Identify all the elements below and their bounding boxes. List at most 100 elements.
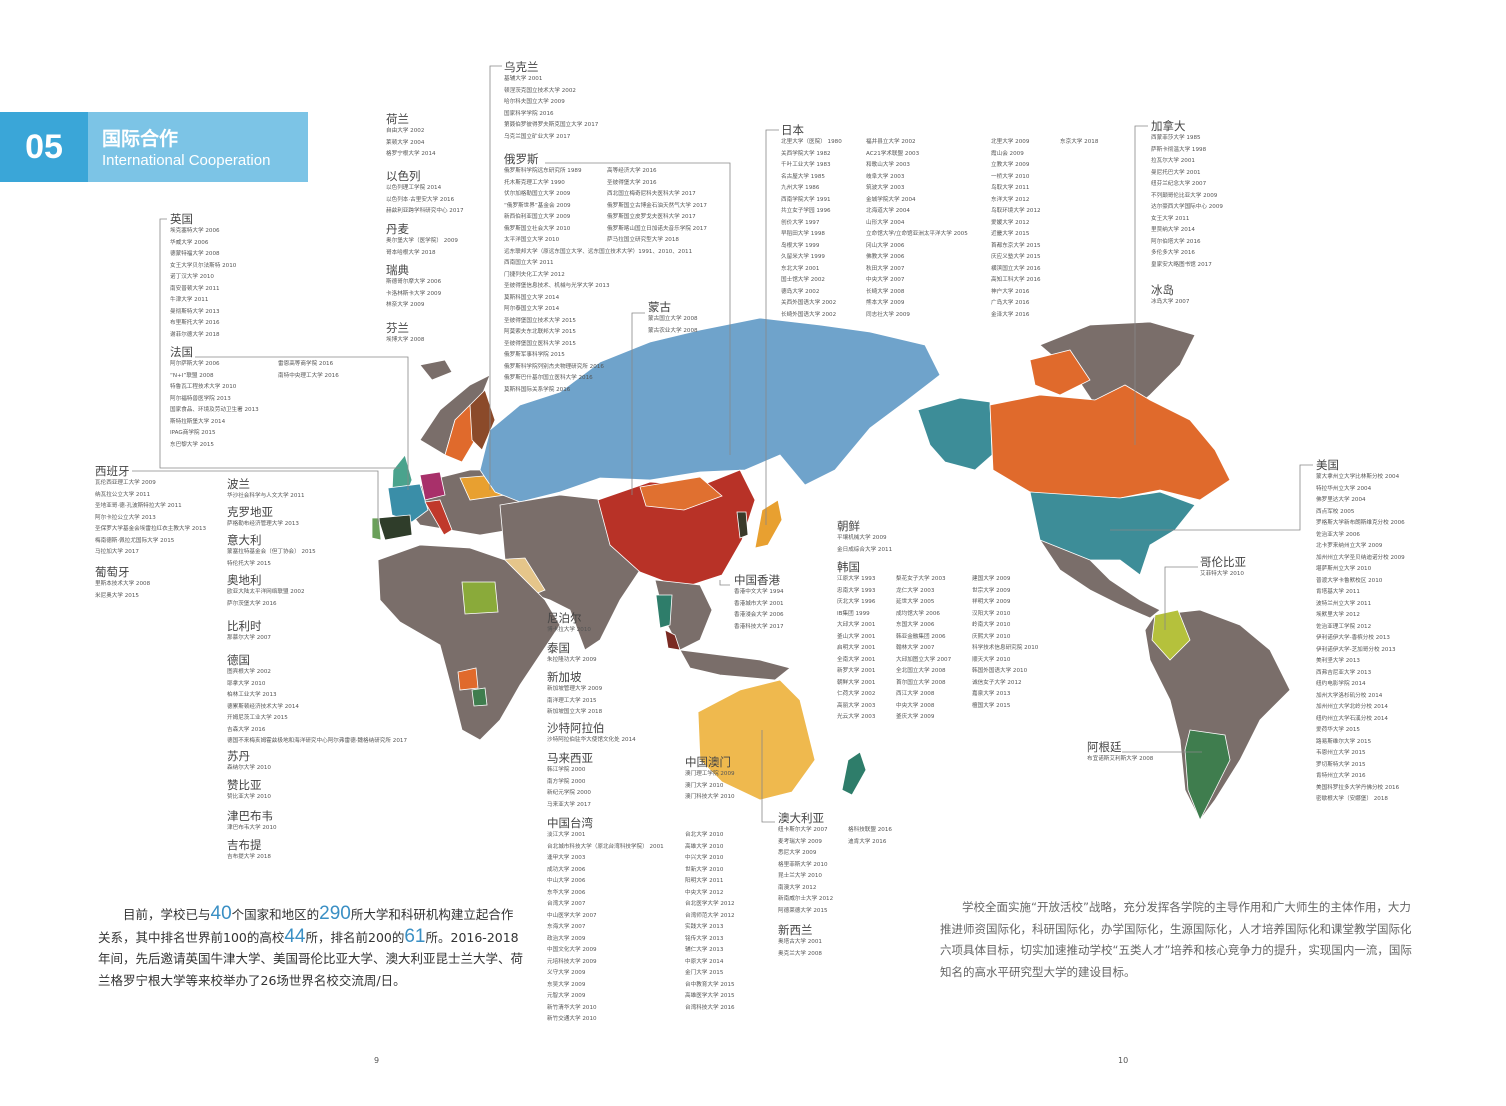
country-name: 韩国 (837, 560, 860, 574)
institution-columns: 赞比亚大学 2010 (227, 792, 271, 804)
country-35-block: 中国台湾 淡江大学 2001 台北城市科技大学（原北台湾科技学院） 2001 逢甲大学… (547, 816, 735, 1026)
institution-item: 奥塔古大学 2001 (778, 939, 822, 945)
institution-item: 香港城市大学 2001 (734, 600, 784, 607)
institution-item: 自由大学 2002 (386, 128, 425, 134)
institution-item: 光云大学 2003 (837, 714, 876, 720)
institution-column: 纽卡斯尔大学 2007 麦考瑞大学 2009 悉尼大学 2009 格里菲斯大学 201… (778, 825, 848, 917)
institution-item: 立教大学 2009 (991, 162, 1030, 168)
institution-item: 加州大学洛杉矶分校 2014 (1316, 692, 1383, 699)
institution-item: 爱媛大学 2012 (991, 219, 1030, 226)
institution-columns: 吉布提大学 2018 (227, 852, 271, 864)
institution-item: 韦恩州立大学 2015 (1316, 750, 1366, 756)
institution-item: 首尔国立大学 2008 (896, 679, 946, 686)
institution-column: 东京大学 2018 (1060, 137, 1098, 321)
institution-column: 梨花女子大学 2003 龙仁大学 2003 延世大学 2005 成均馆大学 2006 东… (896, 574, 972, 724)
institution-column: 那慕尔大学 2007 (227, 633, 271, 645)
institution-item: 一桥大学 2010 (991, 173, 1030, 180)
institution-item: 高知工科大学 2016 (991, 277, 1041, 283)
leader-line-france (195, 356, 409, 490)
country-name: 波兰 (227, 477, 250, 491)
institution-item: 纽卡斯尔大学 2007 (778, 827, 828, 833)
institution-item: 诚信女子大学 2012 (972, 679, 1022, 686)
institution-column: 埃博大学 2008 (386, 335, 424, 347)
institution-item: 俄罗斯科学院列别杰夫物理研究所 2016 (504, 363, 604, 370)
institution-item: 建国大学 2009 (972, 576, 1011, 582)
map-south-america (1144, 609, 1291, 821)
map-africa (377, 544, 561, 741)
institution-item: 翰林大学 2007 (896, 645, 935, 651)
page-number-left: 9 (374, 1056, 380, 1065)
institution-item: 西蒙菲莎大学 1985 (1151, 135, 1201, 141)
highlight-number: 44 (284, 925, 306, 947)
institution-item: 西江大学 2008 (896, 691, 935, 697)
map-thailand (655, 594, 673, 629)
section-number: 05 (0, 112, 88, 182)
country-name: 澳大利亚 (778, 811, 824, 825)
institution-column: 里斯本技术大学 2008 米尼奥大学 2015 (95, 579, 150, 602)
institution-item: 圣彼得堡国立医科大学 2015 (504, 340, 576, 347)
institution-item: 波特兰州立大学 2011 (1316, 600, 1372, 607)
institution-item: 基辅大学 2001 (504, 76, 543, 82)
institution-item: 顿涅茨克国立技术大学 2002 (504, 87, 576, 94)
map-new-zealand (841, 751, 867, 796)
institution-item: 广岛大学 2016 (991, 300, 1030, 306)
map-portugal (371, 517, 382, 541)
country-10-block: 葡萄牙 里斯本技术大学 2008 米尼奥大学 2015 (95, 565, 150, 602)
institution-item: 东巴黎大学 2015 (170, 441, 214, 448)
institution-item: 横滨国立大学 2016 (991, 265, 1041, 272)
country-name: 津巴布韦 (227, 809, 273, 823)
institution-item: 新罗大学 2001 (837, 668, 876, 674)
institution-item: 俄罗斯巴什基尔国立医科大学 2016 (504, 375, 593, 381)
institution-item: 朝鲜大学 2001 (837, 679, 876, 686)
institution-item: 世新大学 2010 (685, 866, 724, 873)
institution-item: 艾菲特大学 2010 (1200, 571, 1244, 577)
institution-column: 朱拉隆功大学 2009 (547, 655, 597, 667)
highlight-number: 290 (319, 903, 351, 924)
institution-item: 远东联邦大学（原远东国立大学、远东国立技术大学）1991、2010、2011 (504, 248, 693, 255)
institution-item: 东京大学 2018 (1060, 139, 1099, 145)
institution-columns: 奥尔堡大学（医学院） 2009 哥本哈根大学 2018 (386, 236, 458, 259)
country-12-block: 克罗地亚 萨格勒布经济管理大学 2013 (227, 505, 299, 531)
institution-item: 女王大学 2011 (1151, 215, 1190, 222)
institution-columns: 萨格勒布经济管理大学 2013 (227, 519, 299, 531)
institution-item: 韩江学院 2000 (547, 767, 586, 773)
country-16-block: 德国 图宾根大学 2002 耶拿大学 2010 柏林工业大学 2013 德累斯顿经济技术… (227, 653, 407, 748)
country-8-block: 法国 阿尔萨斯大学 2006 “N+I”联盟 2008 特鲁瓦工程技术大学 2010 阿… (170, 345, 339, 451)
country-36-block: 澳大利亚 纽卡斯尔大学 2007 麦考瑞大学 2009 悉尼大学 2009 格里菲斯大学… (778, 811, 892, 917)
country-6-block: 俄罗斯 俄罗斯科学院远东研究所 1989 托木斯克理工大学 1990 伏尔加格勒国立大… (504, 152, 707, 396)
institution-item: 西南国立大学 2011 (504, 260, 554, 266)
institution-item: 格科技联盟 2016 (848, 827, 892, 833)
institution-item: 斯德哥尔摩大学 2006 (386, 279, 442, 285)
institution-item: 津巴布韦大学 2010 (227, 825, 277, 831)
institution-item: 大邱大学 2001 (837, 622, 876, 628)
institution-item: 辅仁大学 2013 (685, 947, 724, 953)
institution-item: 成均馆大学 2006 (896, 610, 940, 617)
institution-item: 阿德莱德大学 2015 (778, 907, 828, 914)
map-greenland (1039, 321, 1196, 421)
map-indonesia (679, 649, 791, 681)
institution-column: 蒙大拿州立大学比林斯分校 2004 特拉华州立大学 2004 佛罗里达大学 2004… (1316, 472, 1405, 806)
institution-item: 萨尔茨堡大学 2016 (227, 600, 277, 607)
institution-item: 俄罗斯科学院远东研究所 1989 (504, 168, 582, 174)
institution-columns: 森纳尔大学 2010 (227, 763, 271, 775)
institution-column: 布宜诺斯艾利斯大学 2008 (1087, 754, 1153, 766)
institution-column: 韩江学院 2000 南方学院 2000 新纪元学院 2000 马来亚大学 2017 (547, 765, 591, 811)
institution-item: 长崎大学 2008 (866, 288, 905, 295)
institution-item: “N+I”联盟 2008 (170, 372, 214, 379)
institution-item: 高雄大学 2010 (685, 843, 724, 850)
institution-columns: 淡江大学 2001 台北城市科技大学（原北台湾科技学院） 2001 逢甲大学 200… (547, 830, 735, 1026)
institution-columns: 瓦伦西亚理工大学 2009 纳瓦拉公立大学 2011 圣地亚哥·德·孔波斯特拉大学 … (95, 478, 206, 559)
institution-item: 德岛大学 2002 (781, 288, 820, 295)
institution-item: 格罗宁根大学 2014 (386, 151, 436, 157)
leader-line-usa (1110, 464, 1313, 531)
institution-item: 东吴大学 2009 (547, 981, 586, 988)
leader-line-spain (132, 470, 379, 525)
institution-item: 全南大学 2001 (837, 656, 876, 663)
institution-item: 圣地亚哥·德·孔波斯特拉大学 2011 (95, 503, 182, 509)
country-name: 阿根廷 (1087, 740, 1122, 754)
institution-column: 平壤机械大学 2009 金日成综合大学 2011 (837, 533, 892, 556)
institution-item: 中央大学 2008 (896, 702, 935, 709)
institution-item: 伊利诺伊大学-香槟分校 2013 (1316, 635, 1390, 641)
institution-column: 台北大学 2010 高雄大学 2010 中兴大学 2010 世新大学 2010 阳明大学… (685, 830, 735, 1026)
country-11-block: 波兰 华沙社会科学与人文大学 2011 (227, 477, 305, 503)
